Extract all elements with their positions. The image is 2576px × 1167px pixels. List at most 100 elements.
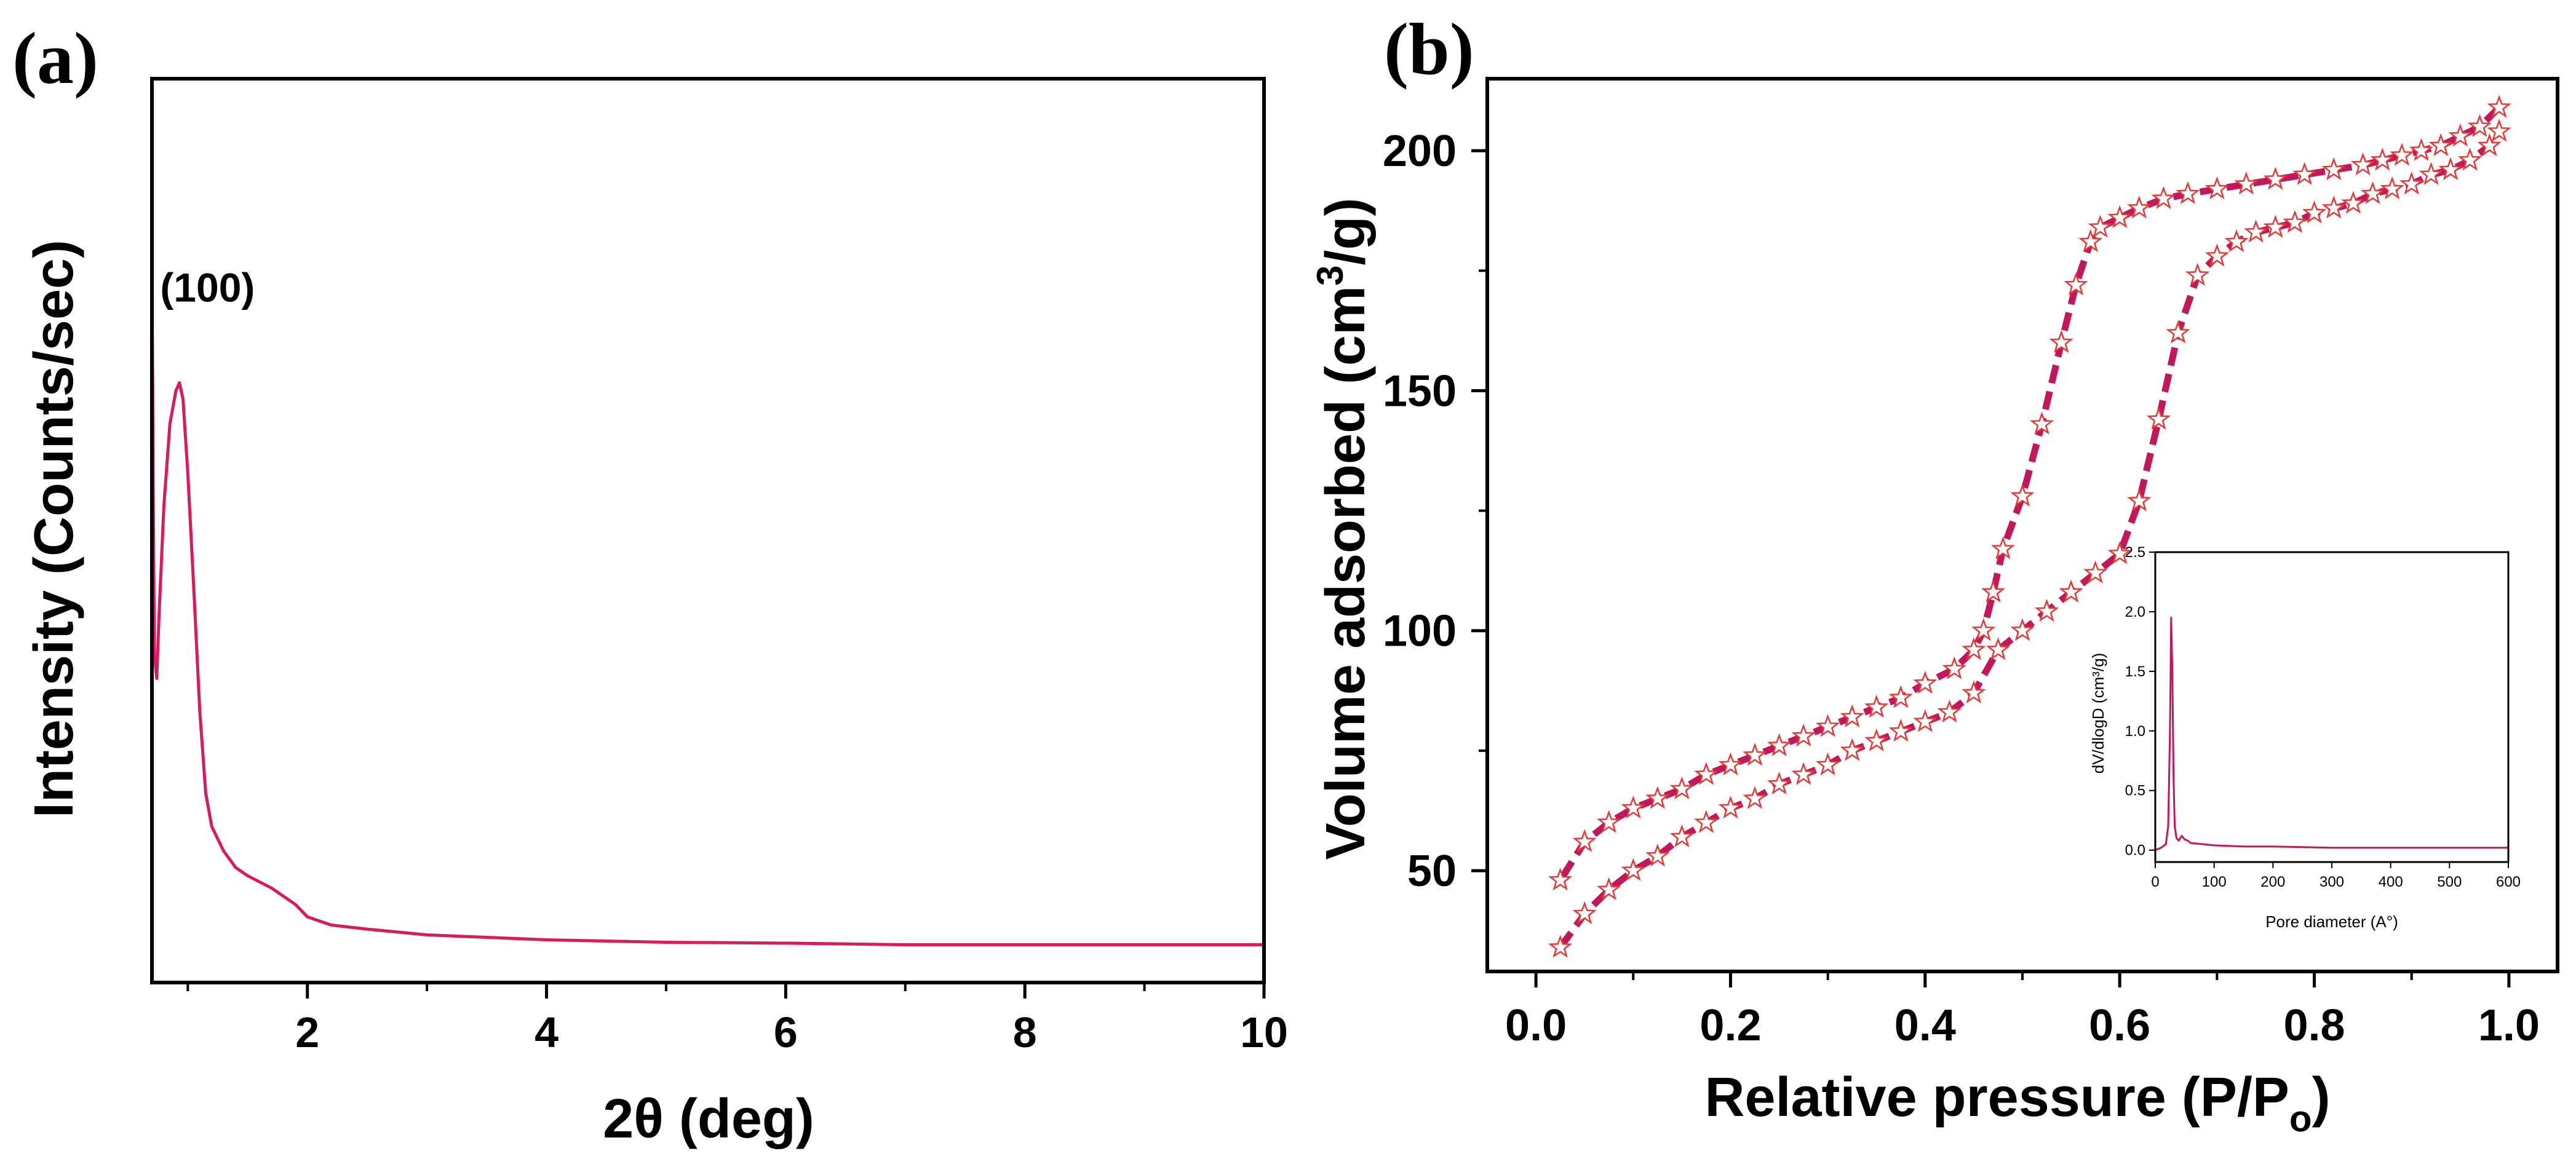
panel-b-frame xyxy=(1485,77,2559,973)
panel-b-star-marker xyxy=(2078,229,2103,253)
panel-b-x-label-main: Relative pressure (P/P xyxy=(1704,1067,2289,1128)
panel-b-star-marker xyxy=(2292,162,2317,185)
panel-b-star-marker xyxy=(1669,776,1694,800)
panel-b-x-tick-label: 0.0 xyxy=(1505,1001,1567,1050)
panel-b-star-marker xyxy=(2244,220,2268,243)
panel-b-star-marker xyxy=(2030,411,2054,435)
panel-b-star-marker xyxy=(1888,719,1913,742)
panel-b-star-marker xyxy=(1913,709,1938,732)
panel-a-frame xyxy=(150,77,1266,984)
panel-b-star-marker xyxy=(2083,560,2108,584)
panel-b-star-marker xyxy=(2049,330,2073,354)
inset-frame xyxy=(2154,551,2510,863)
panel-b-star-marker xyxy=(2399,172,2424,195)
panel-b-star-marker xyxy=(2151,186,2176,209)
inset-y-tick-label: 0.5 xyxy=(2125,783,2145,799)
panel-b-x-tick-label: 0.4 xyxy=(1894,1001,1956,1050)
inset-x-tick-label: 0 xyxy=(2151,874,2159,890)
panel-b-x-tick-label: 0.8 xyxy=(2283,1001,2345,1050)
panel-a-x-tick-label: 4 xyxy=(535,1008,559,1056)
panel-a-x-tick-label: 8 xyxy=(1013,1008,1037,1056)
panel-b-y-label-end: /g) xyxy=(1315,198,1377,266)
panel-b-star-marker xyxy=(2234,172,2259,195)
inset-x-tick-label: 600 xyxy=(2496,874,2521,890)
panel-b-star-marker xyxy=(1597,877,1621,900)
panel-b-star-marker xyxy=(1694,810,1719,833)
panel-b-star-marker xyxy=(1718,795,1743,819)
panel-a-x-tick-label: 10 xyxy=(1240,1008,1288,1056)
panel-b-star-marker xyxy=(2321,196,2346,219)
panel-b-star-marker xyxy=(2428,133,2453,156)
panel-b-star-marker xyxy=(2409,138,2434,161)
panel-a-label: (a) xyxy=(12,17,98,99)
panel-b-star-marker xyxy=(1743,743,1767,766)
inset-x-tick-label: 300 xyxy=(2320,874,2344,890)
panel-b-star-marker xyxy=(2224,229,2249,253)
panel-b-star-marker xyxy=(2419,162,2443,185)
panel-b-star-marker xyxy=(2283,210,2307,233)
inset-plot: 0 100 200 300 400 500 600 0.0 0.5 1.0 1.5 2.0 2.5 xyxy=(2125,544,2521,890)
panel-b-star-marker xyxy=(1971,618,1996,641)
panel-b-star-marker xyxy=(2380,176,2404,200)
panel-b-x-tick-label: 1.0 xyxy=(2478,1001,2540,1050)
panel-b-star-marker xyxy=(2302,200,2327,224)
panel-b-y-axis-label: Volume adsorbed (cm3/g) xyxy=(1310,198,1377,860)
panel-b-star-marker xyxy=(2370,148,2395,171)
panel-b-star-marker xyxy=(1816,752,1840,776)
panel-b-star-marker xyxy=(1548,935,1573,958)
inset-x-tick-label: 400 xyxy=(2379,874,2403,890)
panel-b-star-marker xyxy=(1981,579,2006,603)
panel-b-star-marker xyxy=(2010,483,2035,507)
panel-a-y-axis-label: Intensity (Counts/sec) xyxy=(23,240,85,818)
panel-b-star-marker xyxy=(2107,541,2132,564)
panel-b-star-marker xyxy=(1572,829,1597,852)
panel-b-star-marker xyxy=(1548,868,1573,891)
panel-b-star-marker xyxy=(2204,243,2229,267)
panel-a: (a) 2 4 6 8 10 (100) Intensity (Counts/sec) 2… xyxy=(12,17,1288,1150)
panel-a-peak-annotation: (100) xyxy=(160,265,255,311)
panel-b-star-marker xyxy=(1840,738,1864,761)
panel-b-star-marker xyxy=(2204,176,2229,200)
panel-b-star-marker xyxy=(1597,810,1621,833)
panel-b-star-marker xyxy=(2176,181,2200,205)
panel-b-star-marker xyxy=(1942,656,1966,679)
panel-b-star-marker xyxy=(2458,148,2483,171)
panel-b-star-marker xyxy=(1913,670,1938,694)
panel-b-star-marker xyxy=(2064,272,2088,296)
panel-b-x-axis-label: Relative pressure (P/Po) xyxy=(1704,1067,2330,1139)
panel-b-star-marker xyxy=(1962,637,1986,660)
panel-b-star-marker xyxy=(1990,536,2015,560)
panel-b-star-marker xyxy=(2166,320,2190,344)
panel-b-star-marker xyxy=(2487,95,2511,118)
panel-b-star-marker xyxy=(2341,191,2366,214)
panel-b-y-tick-label: 200 xyxy=(1383,127,1457,176)
panel-b-star-marker xyxy=(2185,263,2210,286)
panel-a-x-axis-label: 2θ (deg) xyxy=(603,1088,814,1150)
panel-b-star-marker xyxy=(1767,771,1792,795)
panel-b-star-marker xyxy=(2467,114,2492,137)
inset-x-tick-label: 200 xyxy=(2260,874,2285,890)
panel-b-y-tick-label: 50 xyxy=(1407,847,1457,896)
panel-b-star-marker xyxy=(2438,157,2463,181)
panel-b-star-marker xyxy=(2477,133,2502,156)
inset-x-axis-label: Pore diameter (A°) xyxy=(2265,912,2398,931)
panel-b-star-marker xyxy=(2010,618,2035,641)
inset-y-tick-label: 1.0 xyxy=(2125,723,2145,740)
panel-b-star-marker xyxy=(1645,843,1670,867)
panel-b-star-marker xyxy=(2107,205,2132,229)
panel-b-star-marker xyxy=(1621,858,1645,881)
panel-b-star-marker xyxy=(2321,157,2346,181)
panel-b-star-marker xyxy=(2360,181,2385,205)
panel-b-x-tick-label: 0.2 xyxy=(1699,1001,1761,1050)
panel-b-x-label-sub: o xyxy=(2289,1098,2312,1139)
panel-b-star-marker xyxy=(1621,795,1645,819)
panel-b-x-tick-label: 0.6 xyxy=(2089,1001,2150,1050)
panel-b-y-label-main: Volume adsorbed (cm xyxy=(1315,286,1377,860)
panel-b-star-marker xyxy=(2263,215,2288,238)
panel-a-x-tick-label: 6 xyxy=(774,1008,798,1056)
panel-b-y-tick-label: 100 xyxy=(1383,607,1457,656)
inset-y-tick-label: 2.5 xyxy=(2125,544,2145,561)
panel-b-star-marker xyxy=(1718,752,1743,776)
panel-b-star-marker xyxy=(1645,786,1670,809)
